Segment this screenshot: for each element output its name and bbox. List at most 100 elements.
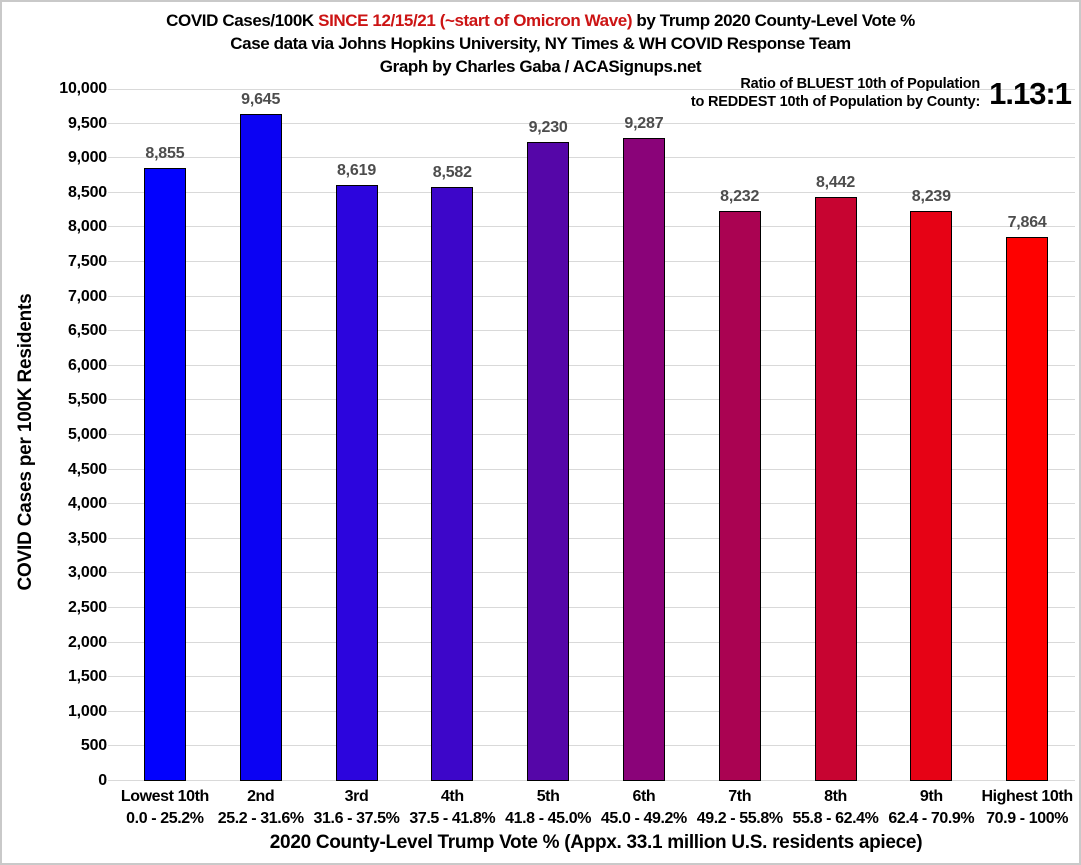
gridline [108, 607, 1075, 608]
gridline [108, 537, 1075, 539]
ratio-annotation-line-2: to REDDEST 10th of Population by County: [690, 93, 981, 110]
x-tier-label: Highest 10th [981, 788, 1073, 805]
x-tier-label: 5th [536, 788, 560, 805]
value-label: 8,232 [720, 188, 760, 206]
title-line-2: Case data via Johns Hopkins University, … [230, 34, 851, 53]
x-tier-label: 6th [632, 788, 656, 805]
y-tick-label: 1,000 [67, 702, 107, 720]
gridline [108, 572, 1075, 574]
value-label: 9,230 [528, 119, 568, 137]
plot-area: 8,855 9,645 8,619 8,582 9,230 9,287 8,232 8,442… [108, 89, 1075, 781]
x-tier-label: 8th [824, 788, 847, 805]
gridline [108, 261, 1075, 262]
y-tick-label: 5,000 [67, 426, 107, 443]
y-tick-label: 2,500 [67, 599, 107, 616]
y-tick-label: 4,000 [67, 495, 107, 513]
x-range-label: 37.5 - 41.8% [409, 810, 496, 827]
gridline [108, 191, 1075, 193]
bar [814, 196, 857, 781]
gridline [108, 295, 1075, 297]
gridline [108, 157, 1075, 159]
y-tick-label: 5,500 [67, 391, 107, 409]
x-tier-label: 9th [919, 788, 943, 805]
bar [622, 138, 665, 781]
x-tier-row: Lowest 10th 2nd 3rd 4th 5th 6th 7th 8th 9th Highe… [117, 788, 1075, 807]
x-tier-label: 3rd [344, 788, 369, 805]
value-label: 7,864 [1007, 213, 1047, 231]
gridline [108, 226, 1075, 228]
bar [143, 168, 186, 781]
title-part-3: by Trump 2020 County-Level Vote % [632, 11, 915, 30]
title-highlight: SINCE 12/15/21 (~start of Omicron Wave) [318, 11, 633, 30]
ratio-annotation-line-1: Ratio of BLUEST 10th of Population [740, 76, 981, 92]
y-axis-labels: 0 500 1,000 1,500 2,000 2,500 3,000 3,500 4,000 4… [2, 80, 107, 789]
x-range-row: 0.0 - 25.2% 25.2 - 31.6% 31.6 - 37.5% 37.5 … [117, 810, 1075, 829]
x-range-label: 25.2 - 31.6% [217, 810, 304, 827]
ratio-annotation-text: Ratio of BLUEST 10th of Population to RE… [691, 76, 980, 111]
bar [335, 184, 378, 781]
y-tick-label: 9,000 [67, 149, 107, 167]
y-axis-title: COVID Cases per 100K Residents [15, 293, 36, 591]
title-part-1: COVID Cases/100K [166, 11, 319, 30]
value-label: 8,442 [815, 173, 856, 191]
bar [910, 210, 953, 781]
gridline [108, 468, 1075, 470]
y-tick-label: 10,000 [59, 80, 107, 97]
gridline [108, 503, 1075, 505]
y-tick-label: 3,000 [67, 564, 107, 582]
y-tick-label: 7,500 [67, 253, 107, 270]
x-tier-label: 4th [440, 788, 464, 805]
x-range-label: 70.9 - 100% [986, 810, 1069, 827]
x-range-label: 41.8 - 45.0% [505, 810, 592, 827]
bar [718, 211, 761, 781]
x-tier-label: Lowest 10th [120, 788, 209, 805]
value-label: 8,619 [336, 161, 377, 179]
value-label: 8,582 [432, 164, 472, 182]
gridline [108, 780, 1075, 781]
value-label: 8,855 [145, 145, 185, 163]
title-line-3: Graph by Charles Gaba / ACASignups.net [379, 57, 702, 76]
title-line-1: COVID Cases/100K SINCE 12/15/21 (~start … [2, 9, 1079, 32]
x-range-label: 45.0 - 49.2% [600, 810, 687, 827]
bar [1006, 236, 1049, 781]
bar [239, 113, 282, 781]
y-tick-label: 2,000 [67, 633, 107, 651]
gridline [108, 399, 1075, 401]
y-tick-label: 9,500 [67, 114, 107, 132]
x-tier-label: 7th [728, 788, 752, 805]
x-range-label: 49.2 - 55.8% [696, 810, 783, 827]
gridline [108, 641, 1075, 643]
bar [431, 187, 474, 781]
y-tick-label: 500 [80, 737, 107, 755]
y-tick-label: 4,500 [67, 460, 107, 478]
x-axis-title: 2020 County-Level Trump Vote % (Appx. 33… [269, 832, 923, 853]
gridline [108, 745, 1075, 747]
gridline [108, 364, 1075, 366]
y-tick-label: 8,000 [67, 218, 107, 236]
x-tier-label: 2nd [247, 788, 275, 805]
y-tick-label: 7,000 [67, 287, 107, 305]
x-range-label: 55.8 - 62.4% [792, 810, 879, 827]
x-range-label: 31.6 - 37.5% [313, 810, 400, 827]
y-tick-label: 0 [98, 772, 107, 789]
y-tick-label: 3,500 [67, 529, 107, 547]
gridline [108, 434, 1075, 435]
gridline [108, 330, 1075, 332]
y-tick-label: 6,500 [67, 322, 107, 340]
y-tick-label: 8,500 [67, 183, 107, 201]
title-block: COVID Cases/100K SINCE 12/15/21 (~start … [2, 9, 1079, 78]
gridline [108, 122, 1075, 124]
bar [527, 142, 570, 781]
y-tick-label: 1,500 [67, 668, 107, 686]
x-range-label: 0.0 - 25.2% [126, 810, 204, 827]
y-tick-label: 6,000 [67, 356, 107, 374]
gridline [108, 89, 1075, 90]
x-range-label: 62.4 - 70.9% [888, 810, 975, 827]
gridline [108, 710, 1075, 712]
value-label: 8,239 [911, 187, 951, 205]
gridline [108, 676, 1075, 678]
ratio-annotation: Ratio of BLUEST 10th of Population to RE… [691, 76, 1072, 111]
value-label: 9,645 [241, 90, 281, 108]
ratio-value: 1.13:1 [989, 76, 1072, 111]
